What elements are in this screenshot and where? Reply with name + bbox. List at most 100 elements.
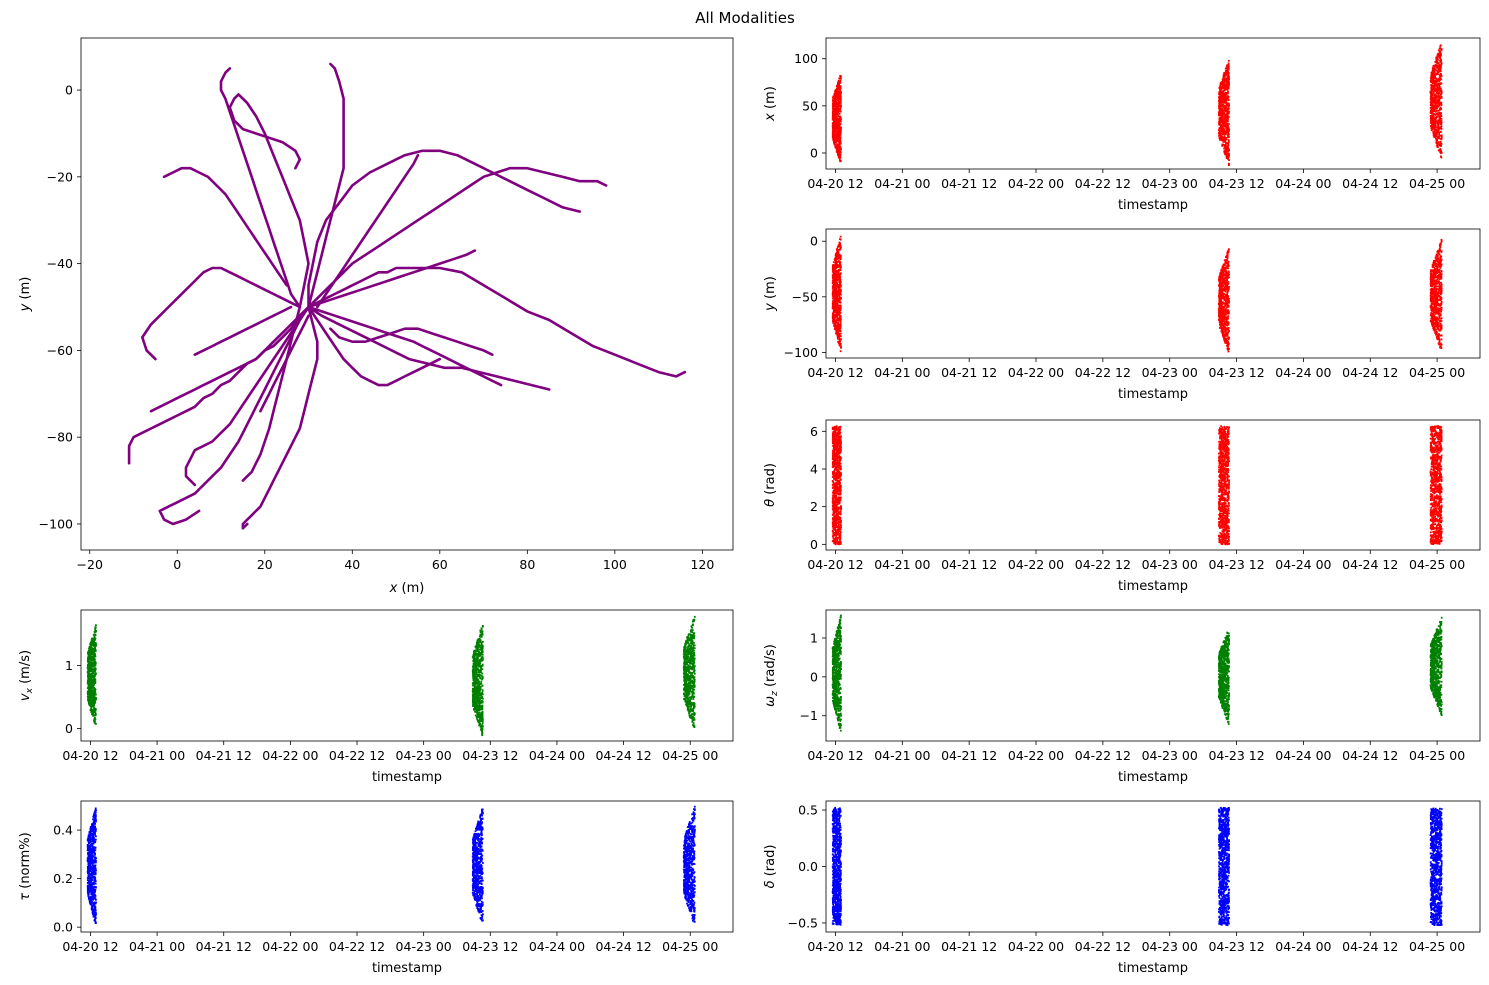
- x_ts-burst-2-point: [1440, 135, 1443, 137]
- x_ts-burst-2-point: [1437, 137, 1440, 140]
- x_ts-burst-1-point: [1224, 113, 1226, 116]
- y_ts-burst-2-point: [1431, 291, 1434, 293]
- x_ts-burst-0-point: [832, 112, 835, 115]
- x_ts-burst-1-point: [1225, 138, 1228, 141]
- x_ts-burst-1-point: [1221, 122, 1224, 125]
- x_ts-burst-2-point: [1430, 85, 1433, 88]
- x_ts-burst-2-point: [1438, 100, 1441, 103]
- y_ts-burst-0-point: [835, 309, 837, 312]
- x_ts-burst-2-point: [1439, 116, 1441, 118]
- y_ts-burst-2-point: [1436, 291, 1439, 294]
- x_ts-burst-0-point: [837, 156, 840, 159]
- x_ts-burst-0-point: [837, 132, 840, 134]
- x_ts-burst-2-point: [1435, 97, 1438, 100]
- x_ts-burst-1-point: [1218, 122, 1220, 125]
- x_ts-burst-0-point: [834, 116, 837, 119]
- x_ts-burst-1-point: [1222, 141, 1225, 143]
- trajectory-series-16: [307, 249, 477, 309]
- x_ts-burst-1-point: [1227, 135, 1230, 137]
- y_ts-burst-0-point: [837, 257, 840, 260]
- x_ts-burst-2-point: [1440, 125, 1443, 127]
- y_ts-burst-0-point: [838, 332, 841, 335]
- y_ts-burst-0-point: [834, 273, 837, 276]
- x_ts-burst-2-point: [1432, 120, 1435, 123]
- x_ts-burst-1-point: [1223, 109, 1226, 111]
- x_ts-burst-2-point: [1430, 116, 1432, 119]
- x_ts-burst-2-point: [1431, 77, 1433, 79]
- x_ts-burst-2-point: [1434, 61, 1437, 63]
- y_ts-burst-0-point: [834, 311, 837, 314]
- y_ts-burst-1-point: [1226, 342, 1228, 344]
- x_ts-burst-2-point: [1435, 94, 1437, 97]
- x_ts-burst-2-point: [1434, 97, 1436, 100]
- x_ts-burst-0-point: [840, 129, 842, 131]
- y_ts-burst-0-point: [835, 325, 838, 328]
- x_ts-burst-2-point: [1438, 117, 1441, 119]
- x_ts-burst-0-point: [839, 110, 842, 113]
- trajectory-series-14: [307, 305, 442, 387]
- y_ts-burst-2-point: [1434, 307, 1437, 310]
- trajectory-xtick-label: −20: [77, 557, 103, 572]
- y_ts-burst-0-point: [839, 288, 842, 291]
- x_ts-burst-2-point: [1439, 72, 1442, 75]
- y_ts-burst-0-point: [838, 313, 841, 316]
- y_ts-burst-0-point: [836, 278, 839, 280]
- x_ts-burst-0-point: [835, 109, 838, 112]
- y_ts-burst-0-point: [835, 328, 838, 331]
- y_ts-burst-2-point: [1440, 238, 1443, 241]
- y_ts-burst-0-point: [834, 307, 836, 310]
- x_ts-burst-2-point: [1438, 121, 1441, 124]
- x_ts-burst-0-point: [832, 129, 834, 132]
- x_ts-burst-2-point: [1440, 152, 1442, 155]
- y_ts-burst-2-point: [1440, 310, 1442, 313]
- x_ts-burst-0-point: [835, 150, 838, 153]
- y_ts-burst-2-point: [1439, 346, 1441, 349]
- y_ts-burst-0-point: [834, 299, 837, 301]
- x_ts-burst-1-point: [1225, 119, 1228, 121]
- x_ts-burst-0-point: [832, 118, 834, 121]
- y_ts-burst-0-point: [837, 290, 840, 292]
- x_ts-burst-1-point: [1221, 132, 1223, 135]
- y_ts-burst-0-point: [838, 274, 841, 277]
- x_ts-burst-2-point: [1431, 128, 1434, 130]
- y_ts-burst-0-point: [836, 261, 839, 264]
- x_ts-xtick-label: 04-22 00: [1008, 176, 1064, 191]
- x_ts-burst-0-point: [839, 149, 842, 151]
- y_ts-burst-0-point: [839, 258, 842, 261]
- x_ts-burst-1-point: [1228, 128, 1230, 131]
- y_ts-burst-2-point: [1439, 329, 1441, 332]
- trajectory-series-4: [307, 166, 608, 309]
- x_ts-burst-0-point: [833, 129, 836, 132]
- x_ts-burst-1-point: [1228, 104, 1230, 107]
- x_ts-burst-1-point: [1227, 152, 1230, 155]
- x_ts-burst-0-point: [838, 145, 841, 148]
- y_ts-burst-0-point: [838, 318, 841, 321]
- x_ts-burst-0-point: [838, 126, 841, 129]
- x_ts-burst-1-point: [1227, 164, 1230, 166]
- y_ts-burst-1-point: [1222, 277, 1225, 280]
- x_ts-burst-2-point: [1439, 70, 1442, 72]
- y_ts-burst-0-point: [838, 292, 841, 294]
- x_ts-burst-1-point: [1225, 65, 1228, 68]
- y_ts-burst-0-point: [836, 324, 839, 326]
- x_ts-burst-0-point: [833, 111, 836, 113]
- trajectory-xtick-label: 0: [173, 557, 181, 572]
- x_ts-burst-0-point: [833, 141, 836, 144]
- y_ts-burst-0-point: [839, 323, 842, 326]
- y_ts-burst-1-point: [1225, 303, 1228, 306]
- y_ts-burst-0-point: [837, 331, 840, 334]
- y_ts-burst-1-point: [1222, 284, 1225, 287]
- y_ts-burst-2-point: [1433, 294, 1436, 297]
- y_ts-burst-2-point: [1440, 290, 1443, 292]
- x_ts-burst-1-point: [1226, 157, 1229, 159]
- y_ts-burst-0-point: [832, 285, 834, 287]
- x_ts-burst-2-point: [1440, 90, 1443, 93]
- y_ts-burst-1-point: [1225, 266, 1228, 269]
- y_ts-burst-1-point: [1221, 275, 1224, 278]
- y_ts-burst-1-point: [1219, 289, 1222, 291]
- x_ts-burst-1-point: [1227, 126, 1230, 129]
- x_ts-burst-1-point: [1224, 147, 1227, 150]
- y_ts-burst-1-point: [1223, 288, 1226, 291]
- y_ts-burst-2-point: [1440, 275, 1443, 278]
- x_ts-burst-2-point: [1440, 82, 1442, 85]
